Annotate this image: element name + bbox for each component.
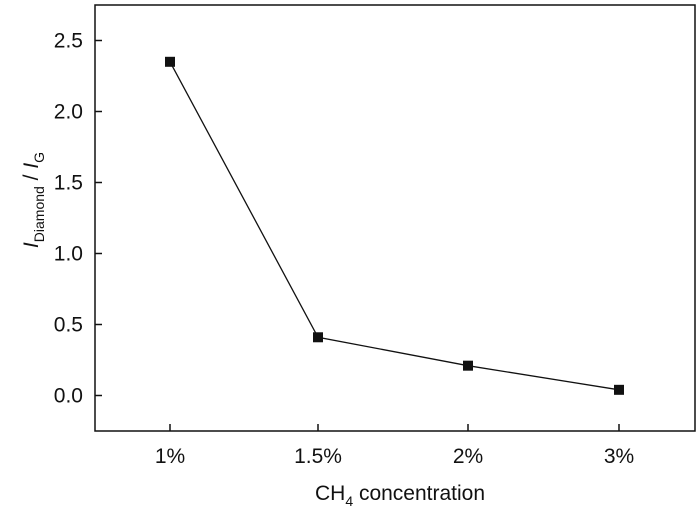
y-axis-title-sub2: G (31, 152, 47, 163)
series-line (169, 61, 620, 391)
x-tick-label: 2% (453, 445, 483, 468)
data-point-marker (614, 384, 624, 395)
x-axis-ticks: 1% 1.5% 2% 3% (155, 424, 634, 468)
x-axis-title-prefix: CH (315, 482, 345, 505)
y-axis-title-main1: I (20, 242, 43, 248)
y-tick-label: 2.5 (54, 30, 83, 53)
x-tick-label: 3% (604, 445, 634, 468)
x-tick-label: 1% (155, 445, 185, 468)
y-tick-label: 1.0 (54, 243, 83, 266)
x-tick-label: 1.5% (294, 445, 342, 468)
series-layer (165, 56, 624, 395)
data-point-marker (165, 56, 175, 67)
x-axis-title-subscript: 4 (345, 493, 353, 509)
y-tick-label: 2.0 (54, 101, 83, 124)
y-axis-ticks: 0.0 0.5 1.0 1.5 2.0 2.5 (54, 30, 102, 408)
data-point-marker (313, 332, 323, 343)
y-axis-title-sub1: Diamond (31, 186, 47, 242)
plot-frame (94, 4, 696, 432)
y-tick-label: 1.5 (54, 172, 83, 195)
y-axis-title-main2: I (20, 163, 43, 169)
data-point-marker (463, 360, 473, 371)
y-axis-title-sep: / (20, 169, 43, 187)
x-axis-title-suffix: concentration (353, 482, 485, 505)
y-axis-title: IDiamond / IG (20, 152, 47, 248)
x-axis-title: CH4 concentration (315, 482, 485, 509)
y-tick-label: 0.5 (54, 314, 83, 337)
y-tick-label: 0.0 (54, 385, 83, 408)
